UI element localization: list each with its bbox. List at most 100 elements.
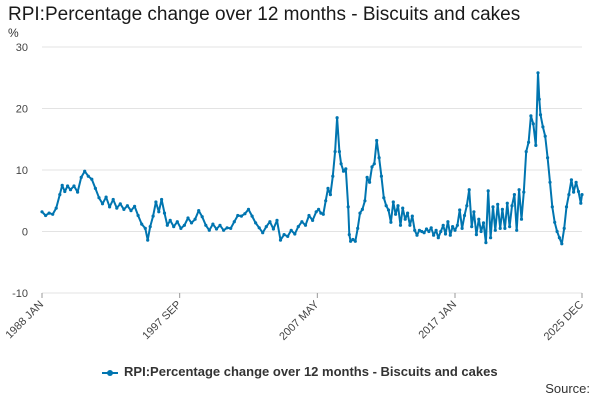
- data-point[interactable]: [214, 227, 219, 231]
- data-point[interactable]: [93, 186, 97, 190]
- data-point[interactable]: [68, 188, 73, 192]
- data-point[interactable]: [207, 228, 211, 232]
- data-point[interactable]: [363, 199, 367, 203]
- data-point[interactable]: [204, 223, 208, 227]
- data-point[interactable]: [76, 190, 80, 194]
- data-point[interactable]: [372, 162, 376, 166]
- data-point[interactable]: [136, 213, 140, 218]
- data-point[interactable]: [370, 165, 374, 169]
- data-point[interactable]: [377, 156, 381, 160]
- data-point[interactable]: [90, 177, 94, 181]
- data-point[interactable]: [125, 204, 129, 208]
- data-point[interactable]: [434, 228, 438, 232]
- data-point[interactable]: [346, 205, 350, 209]
- data-point[interactable]: [537, 97, 541, 101]
- data-point[interactable]: [157, 210, 161, 214]
- data-point[interactable]: [278, 238, 283, 242]
- data-point[interactable]: [406, 211, 410, 215]
- data-point[interactable]: [358, 211, 362, 215]
- data-point[interactable]: [257, 226, 261, 230]
- data-point[interactable]: [470, 225, 474, 229]
- data-point[interactable]: [415, 233, 419, 237]
- data-point[interactable]: [63, 189, 67, 194]
- data-point[interactable]: [246, 207, 251, 211]
- data-point[interactable]: [455, 223, 459, 227]
- data-point[interactable]: [232, 220, 236, 224]
- data-point[interactable]: [197, 209, 201, 213]
- data-point[interactable]: [529, 114, 533, 118]
- data-point[interactable]: [236, 213, 240, 218]
- data-point[interactable]: [398, 223, 403, 227]
- data-point[interactable]: [243, 212, 247, 216]
- data-point[interactable]: [275, 218, 279, 222]
- data-point[interactable]: [111, 197, 115, 202]
- data-point[interactable]: [165, 223, 169, 227]
- data-point[interactable]: [512, 193, 517, 197]
- data-point[interactable]: [118, 202, 122, 206]
- data-point[interactable]: [580, 193, 584, 197]
- data-point[interactable]: [557, 236, 562, 240]
- data-point[interactable]: [321, 212, 325, 216]
- data-point[interactable]: [500, 207, 504, 211]
- data-point[interactable]: [465, 204, 469, 208]
- data-point[interactable]: [479, 229, 483, 234]
- data-point[interactable]: [319, 211, 323, 215]
- data-point[interactable]: [481, 221, 486, 225]
- data-point[interactable]: [268, 220, 272, 224]
- data-point[interactable]: [510, 204, 514, 208]
- data-point[interactable]: [453, 228, 457, 232]
- data-point[interactable]: [335, 116, 339, 120]
- data-point[interactable]: [193, 217, 197, 221]
- data-point[interactable]: [564, 205, 569, 209]
- data-point[interactable]: [351, 237, 355, 242]
- data-point[interactable]: [534, 143, 538, 147]
- data-point[interactable]: [314, 210, 318, 214]
- data-point[interactable]: [271, 227, 275, 231]
- data-point[interactable]: [360, 207, 364, 211]
- data-point[interactable]: [168, 218, 172, 222]
- data-point[interactable]: [229, 226, 233, 230]
- data-point[interactable]: [448, 233, 452, 237]
- data-point[interactable]: [303, 223, 308, 227]
- data-point[interactable]: [524, 150, 528, 154]
- data-point[interactable]: [72, 184, 76, 188]
- data-point[interactable]: [576, 189, 581, 194]
- data-point[interactable]: [491, 205, 495, 209]
- data-point[interactable]: [389, 220, 393, 224]
- data-point[interactable]: [104, 195, 108, 199]
- data-point[interactable]: [486, 189, 490, 193]
- data-point[interactable]: [548, 180, 552, 184]
- data-point[interactable]: [477, 217, 481, 221]
- data-point[interactable]: [467, 188, 471, 192]
- data-point[interactable]: [182, 223, 186, 227]
- data-point[interactable]: [115, 206, 119, 210]
- data-point[interactable]: [531, 122, 535, 126]
- data-point[interactable]: [222, 228, 226, 232]
- data-point[interactable]: [424, 227, 429, 231]
- data-point[interactable]: [289, 228, 293, 232]
- data-point[interactable]: [562, 226, 566, 230]
- data-point[interactable]: [401, 206, 405, 210]
- data-point[interactable]: [560, 242, 564, 246]
- data-point[interactable]: [458, 208, 462, 212]
- data-point[interactable]: [344, 167, 348, 171]
- data-point[interactable]: [515, 228, 519, 232]
- data-point[interactable]: [522, 190, 526, 194]
- data-point[interactable]: [441, 223, 445, 227]
- data-point[interactable]: [391, 200, 395, 204]
- data-point[interactable]: [133, 204, 137, 208]
- data-point[interactable]: [546, 156, 550, 160]
- data-point[interactable]: [572, 190, 576, 194]
- data-point[interactable]: [200, 215, 204, 219]
- data-point[interactable]: [505, 201, 509, 205]
- data-point[interactable]: [555, 229, 559, 234]
- data-point[interactable]: [408, 223, 412, 227]
- data-point[interactable]: [498, 226, 502, 230]
- data-point[interactable]: [51, 212, 55, 216]
- data-point[interactable]: [326, 186, 330, 190]
- data-point[interactable]: [382, 196, 386, 200]
- data-point[interactable]: [489, 236, 493, 240]
- data-point[interactable]: [429, 226, 433, 230]
- data-point[interactable]: [100, 202, 105, 206]
- data-point[interactable]: [189, 221, 194, 225]
